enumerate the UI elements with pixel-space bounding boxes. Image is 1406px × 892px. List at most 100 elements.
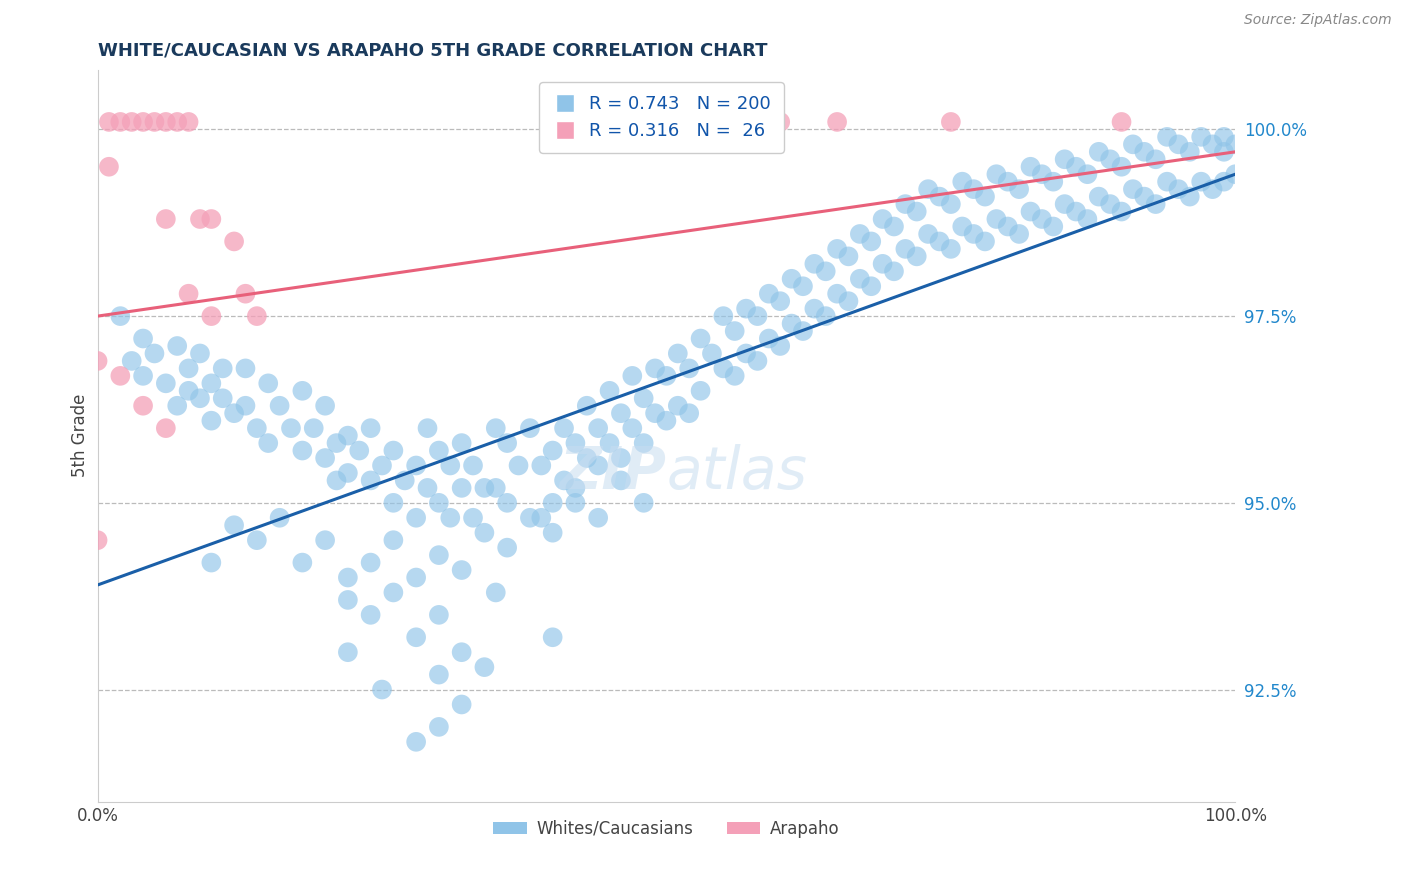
Point — [758, 286, 780, 301]
Point — [950, 175, 973, 189]
Point — [1111, 204, 1133, 219]
Text: atlas: atlas — [666, 443, 807, 500]
Point — [302, 421, 325, 435]
Point — [246, 421, 269, 435]
Point — [883, 264, 905, 278]
Point — [1225, 137, 1247, 152]
Point — [1133, 145, 1156, 159]
Point — [633, 391, 655, 405]
Point — [974, 235, 997, 249]
Point — [132, 399, 155, 413]
Point — [939, 115, 962, 129]
Point — [416, 421, 439, 435]
Point — [485, 421, 508, 435]
Point — [416, 481, 439, 495]
Point — [371, 682, 394, 697]
Point — [780, 272, 803, 286]
Point — [575, 450, 598, 465]
Point — [1213, 129, 1236, 144]
Point — [1189, 175, 1212, 189]
Point — [644, 361, 666, 376]
Point — [564, 496, 586, 510]
Point — [1099, 197, 1122, 211]
Text: ZIP: ZIP — [560, 443, 666, 500]
Point — [224, 406, 246, 420]
Point — [336, 570, 359, 584]
Point — [621, 421, 644, 435]
Point — [689, 332, 711, 346]
Point — [382, 533, 405, 548]
Point — [1225, 167, 1247, 181]
Point — [1053, 153, 1076, 167]
Point — [724, 368, 747, 383]
Point — [508, 458, 530, 473]
Point — [769, 115, 792, 129]
Point — [336, 645, 359, 659]
Point — [110, 115, 132, 129]
Point — [655, 414, 678, 428]
Point — [121, 115, 143, 129]
Point — [177, 115, 200, 129]
Point — [1213, 145, 1236, 159]
Point — [1156, 175, 1178, 189]
Point — [1144, 197, 1167, 211]
Point — [1122, 137, 1144, 152]
Point — [474, 525, 496, 540]
Point — [586, 421, 609, 435]
Point — [427, 443, 450, 458]
Point — [860, 235, 883, 249]
Point — [97, 115, 120, 129]
Point — [291, 556, 314, 570]
Point — [530, 510, 553, 524]
Point — [86, 533, 108, 548]
Point — [439, 458, 461, 473]
Point — [849, 272, 872, 286]
Point — [188, 212, 211, 227]
Text: WHITE/CAUCASIAN VS ARAPAHO 5TH GRADE CORRELATION CHART: WHITE/CAUCASIAN VS ARAPAHO 5TH GRADE COR… — [97, 42, 768, 60]
Point — [666, 399, 689, 413]
Point — [883, 219, 905, 234]
Point — [700, 346, 723, 360]
Point — [678, 406, 700, 420]
Point — [235, 286, 257, 301]
Point — [1031, 212, 1053, 227]
Point — [269, 399, 291, 413]
Point — [224, 518, 246, 533]
Point — [155, 376, 177, 391]
Point — [860, 279, 883, 293]
Point — [586, 510, 609, 524]
Point — [621, 368, 644, 383]
Point — [360, 607, 382, 622]
Point — [837, 249, 859, 263]
Point — [928, 235, 950, 249]
Point — [1133, 189, 1156, 203]
Point — [939, 242, 962, 256]
Point — [814, 264, 837, 278]
Point — [325, 436, 347, 450]
Point — [553, 421, 575, 435]
Point — [360, 421, 382, 435]
Point — [1031, 167, 1053, 181]
Point — [541, 443, 564, 458]
Point — [1008, 227, 1031, 241]
Point — [97, 160, 120, 174]
Point — [541, 496, 564, 510]
Point — [1201, 137, 1223, 152]
Legend: Whites/Caucasians, Arapaho: Whites/Caucasians, Arapaho — [486, 814, 846, 845]
Point — [825, 286, 848, 301]
Point — [519, 421, 541, 435]
Point — [1087, 189, 1109, 203]
Point — [610, 474, 633, 488]
Point — [905, 249, 928, 263]
Point — [1064, 160, 1087, 174]
Point — [849, 227, 872, 241]
Point — [86, 354, 108, 368]
Point — [496, 541, 519, 555]
Point — [1019, 204, 1042, 219]
Point — [769, 339, 792, 353]
Point — [224, 235, 246, 249]
Point — [803, 301, 825, 316]
Point — [450, 645, 472, 659]
Point — [405, 570, 427, 584]
Point — [678, 361, 700, 376]
